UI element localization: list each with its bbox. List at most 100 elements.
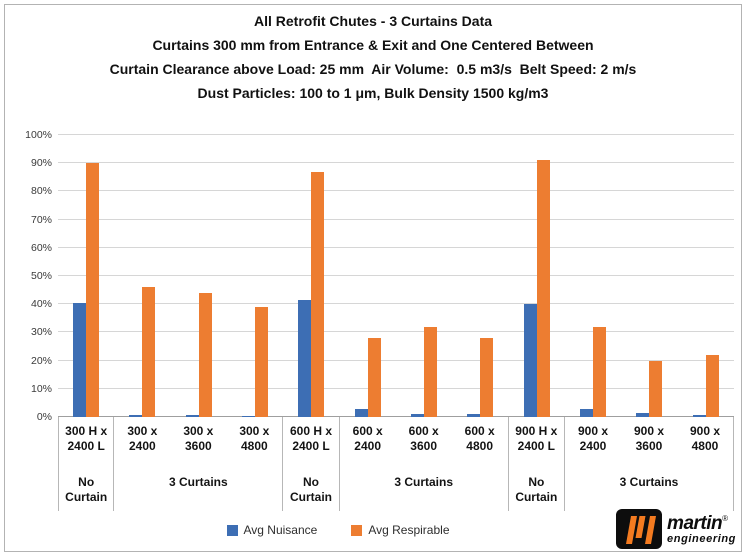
logo-wordmark: martin ® engineering bbox=[667, 514, 736, 545]
category-label-line: 2400 bbox=[354, 439, 381, 453]
bar-avg-nuisance bbox=[129, 415, 143, 417]
y-axis-tick-label: 90% bbox=[30, 157, 52, 170]
martin-m-icon bbox=[626, 516, 657, 544]
category-label: 300 H x 2400 L bbox=[59, 424, 113, 469]
y-axis-tick-label: 40% bbox=[30, 298, 52, 311]
logo-sub-text: engineering bbox=[667, 532, 736, 545]
gridline bbox=[58, 331, 734, 333]
legend-item: Avg Nuisance bbox=[226, 523, 318, 537]
legend-swatch-icon bbox=[226, 524, 238, 536]
category-label: 600 x 2400 bbox=[340, 424, 396, 469]
bar-avg-nuisance bbox=[523, 304, 537, 417]
y-axis-tick-label: 20% bbox=[30, 354, 52, 367]
bar-avg-nuisance bbox=[692, 415, 706, 417]
category-label-line: 2400 bbox=[128, 439, 156, 453]
category-label: 300 x 3600 bbox=[170, 424, 226, 469]
axis-section-cell: 600 x 2400 600 x 3600 600 x 4800 3 Curtains bbox=[340, 417, 509, 511]
y-axis-tick-label: 50% bbox=[30, 270, 52, 282]
category-label-line: 2400 L bbox=[292, 439, 330, 453]
category-label-line: 2400 L bbox=[67, 439, 105, 453]
bar-avg-respirable bbox=[593, 326, 607, 417]
category-label-line: 600 x bbox=[352, 424, 383, 438]
bar-avg-respirable bbox=[367, 338, 381, 417]
y-axis-tick-label: 10% bbox=[30, 382, 52, 395]
gridline bbox=[58, 218, 734, 220]
category-label-line: 600 H x bbox=[289, 424, 332, 438]
bar-group bbox=[58, 135, 114, 417]
gridline bbox=[58, 275, 734, 276]
category-label-line: 2400 bbox=[579, 439, 607, 453]
category-label-line: 900 H x bbox=[515, 424, 558, 438]
category-label-line: 2400 L bbox=[517, 439, 555, 453]
category-label: 900 x 4800 bbox=[677, 424, 733, 469]
bar-group bbox=[227, 135, 283, 417]
section-label: 3 Curtains bbox=[619, 475, 679, 489]
y-axis-tick-label: 60% bbox=[30, 241, 52, 254]
category-label-line: 4800 bbox=[691, 439, 719, 453]
gridline bbox=[58, 359, 734, 361]
category-label-line: 4800 bbox=[240, 439, 268, 453]
y-axis-tick-label: 0% bbox=[36, 411, 52, 423]
category-label: 300 x 4800 bbox=[226, 424, 282, 469]
axis-section-cell: 600 H x 2400 L No Curtain bbox=[283, 417, 340, 511]
category-label: 900 x 2400 bbox=[565, 424, 621, 469]
category-label: 600 H x 2400 L bbox=[283, 424, 338, 469]
category-label-line: 3600 bbox=[410, 439, 437, 453]
bar-avg-respirable bbox=[255, 307, 269, 417]
category-label-line: 900 x bbox=[689, 424, 720, 438]
gridline bbox=[58, 162, 734, 164]
bar-avg-respirable bbox=[86, 163, 100, 417]
logo-m-box bbox=[616, 509, 663, 549]
logo-brand-text: martin bbox=[667, 512, 723, 534]
gridline bbox=[58, 134, 734, 135]
bar-group bbox=[396, 135, 452, 417]
axis-section-cell: 300 H x 2400 L No Curtain bbox=[58, 417, 115, 511]
section-label: No Curtain bbox=[65, 475, 108, 504]
bar-group bbox=[621, 135, 677, 417]
category-label-line: 300 H x bbox=[65, 424, 108, 438]
axis-section-cell: 300 x 2400 300 x 3600 300 x 4800 3 Curtains bbox=[114, 417, 284, 511]
category-label-line: 300 x bbox=[127, 424, 158, 438]
category-label-line: 4800 bbox=[466, 439, 493, 453]
category-label-line: 600 x bbox=[408, 424, 439, 438]
section-label: 3 Curtains bbox=[168, 475, 228, 489]
category-label-line: 3600 bbox=[635, 439, 663, 453]
bar-avg-nuisance bbox=[185, 415, 199, 417]
bar-groups bbox=[58, 135, 734, 417]
x-axis-line bbox=[58, 416, 734, 417]
category-label: 900 x 3600 bbox=[621, 424, 677, 469]
section-label: No Curtain bbox=[289, 475, 332, 504]
y-axis-tick-label: 30% bbox=[30, 326, 52, 339]
legend-label: Avg Nuisance bbox=[243, 523, 318, 537]
section-label: 3 Curtains bbox=[394, 475, 453, 489]
legend-label: Avg Respirable bbox=[368, 523, 450, 537]
category-label-row: 600 x 2400 600 x 3600 600 x 4800 bbox=[340, 417, 508, 469]
category-label: 600 x 4800 bbox=[452, 424, 508, 469]
bar-avg-respirable bbox=[311, 171, 325, 417]
bar-avg-respirable bbox=[198, 292, 212, 417]
bar-avg-nuisance bbox=[636, 412, 650, 417]
legend-item: Avg Respirable bbox=[351, 523, 450, 537]
chart-title-block: All Retrofit Chutes - 3 Curtains Data Cu… bbox=[0, 9, 746, 105]
category-label-row: 300 H x 2400 L bbox=[59, 417, 113, 469]
chart-title-line-1: All Retrofit Chutes - 3 Curtains Data bbox=[253, 13, 493, 29]
bar-group bbox=[678, 135, 734, 417]
bar-avg-respirable bbox=[480, 338, 494, 417]
gridline bbox=[58, 303, 734, 305]
axis-section-cell: 900 H x 2400 L No Curtain bbox=[509, 417, 565, 511]
chart-title-line-3: Curtain Clearance above Load: 25 mm Air … bbox=[109, 61, 637, 77]
bar-avg-respirable bbox=[705, 354, 719, 417]
chart-title-line-2: Curtains 300 mm from Entrance & Exit and… bbox=[152, 37, 594, 53]
category-label: 600 x 3600 bbox=[396, 424, 452, 469]
martin-engineering-logo: martin ® engineering bbox=[616, 509, 736, 549]
bar-avg-nuisance bbox=[354, 408, 368, 417]
category-label-line: 300 x bbox=[239, 424, 270, 438]
chart-title-line-4: Dust Particles: 100 to 1 μm, Bulk Densit… bbox=[197, 85, 549, 101]
y-axis-tick-label: 80% bbox=[30, 185, 52, 198]
category-label: 300 x 2400 bbox=[114, 424, 170, 469]
section-label: No Curtain bbox=[515, 475, 558, 504]
bar-avg-nuisance bbox=[411, 414, 425, 417]
category-label-row: 300 x 2400 300 x 3600 300 x 4800 bbox=[114, 417, 282, 469]
gridline bbox=[58, 190, 734, 192]
